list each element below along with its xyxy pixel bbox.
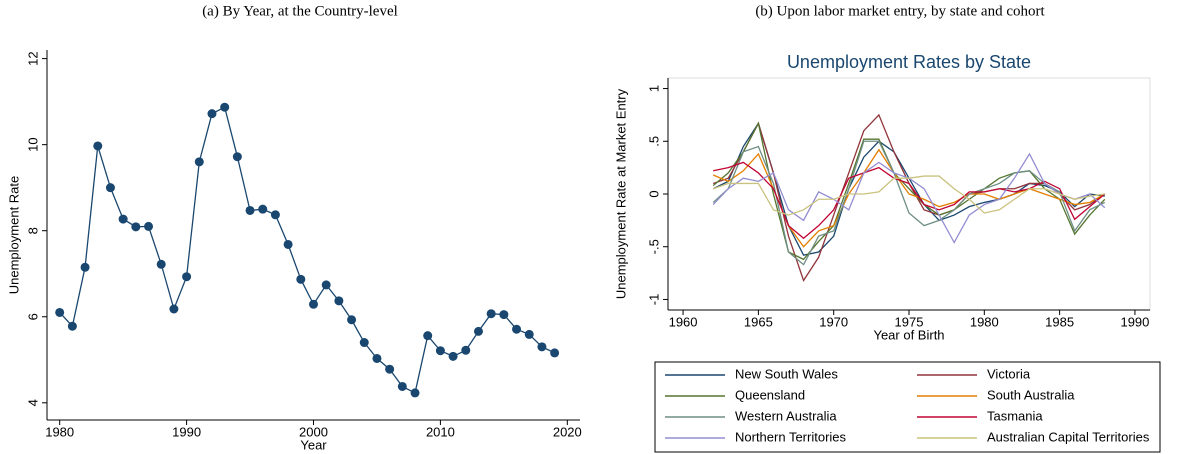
marker	[144, 221, 154, 231]
marker	[537, 342, 547, 352]
legend-label: Northern Territories	[735, 429, 847, 444]
marker	[334, 296, 344, 306]
legend-label: Tasmania	[987, 408, 1043, 423]
line	[59, 106, 555, 394]
marker	[67, 321, 77, 331]
legend-label: New South Wales	[735, 366, 838, 381]
x-tick-label: 2020	[553, 424, 582, 439]
legend-label: Western Australia	[735, 408, 837, 423]
marker	[169, 304, 179, 314]
marker	[182, 272, 192, 282]
marker	[207, 109, 217, 119]
marker	[55, 307, 65, 317]
marker	[512, 324, 522, 334]
y-tick-label: 10	[25, 137, 40, 151]
x-axis-label: Year of Birth	[873, 327, 944, 342]
marker	[448, 351, 458, 361]
marker	[410, 388, 420, 398]
marker	[258, 204, 268, 214]
line	[712, 140, 1106, 266]
marker	[423, 331, 433, 341]
marker	[309, 299, 318, 309]
y-axis-label: Unemployment Rate	[6, 176, 21, 295]
y-tick-label: 12	[25, 51, 40, 65]
y-tick-label: 4	[25, 399, 40, 406]
marker	[550, 348, 560, 358]
marker	[283, 239, 293, 249]
x-tick-label: 1960	[669, 314, 698, 329]
x-tick-label: 1970	[819, 314, 848, 329]
x-tick-label: 1990	[172, 424, 201, 439]
line	[712, 175, 1105, 216]
plot-frame	[47, 50, 580, 420]
marker	[524, 329, 534, 339]
chart-title: Unemployment Rates by State	[787, 52, 1031, 72]
marker	[372, 353, 382, 363]
x-tick-label: 2010	[426, 424, 455, 439]
line	[713, 161, 1106, 240]
marker	[232, 152, 242, 162]
legend-label: Queensland	[735, 387, 805, 402]
marker	[486, 309, 496, 319]
marker	[321, 280, 331, 290]
line	[712, 113, 1106, 282]
marker	[499, 310, 509, 320]
marker	[118, 214, 128, 224]
marker	[473, 326, 483, 336]
marker	[385, 364, 395, 374]
x-tick-label: 1965	[744, 314, 773, 329]
y-tick-label: 6	[25, 313, 40, 320]
marker	[461, 345, 471, 355]
marker	[93, 141, 103, 151]
legend-label: Victoria	[987, 366, 1031, 381]
y-tick-label: 1	[646, 85, 661, 92]
y-tick-label: .5	[646, 136, 661, 147]
marker	[296, 274, 306, 284]
marker	[245, 205, 255, 215]
x-tick-label: 1975	[895, 314, 924, 329]
y-axis-label: Unemployment Rate at Market Entry	[613, 88, 628, 299]
caption: (b) Upon labor market entry, by state an…	[755, 3, 1045, 19]
legend-box	[654, 361, 1161, 453]
x-tick-label: 1985	[1045, 314, 1074, 329]
legend-label: Australian Capital Territories	[987, 429, 1150, 444]
marker	[105, 183, 115, 193]
marker	[397, 381, 407, 391]
marker	[220, 102, 230, 112]
marker	[80, 262, 90, 272]
marker	[131, 222, 141, 232]
x-axis-label: Year	[300, 437, 327, 452]
y-tick-label: 0	[646, 190, 661, 197]
x-tick-label: 1990	[1120, 314, 1149, 329]
y-tick-label: -.5	[646, 239, 661, 254]
x-tick-label: 1980	[45, 424, 74, 439]
caption: (a) By Year, at the Country-level	[202, 3, 398, 19]
marker	[359, 338, 369, 348]
marker	[270, 210, 280, 220]
x-tick-label: 1980	[970, 314, 999, 329]
y-tick-label: -1	[646, 294, 661, 306]
line	[712, 148, 1106, 248]
line	[712, 121, 1106, 261]
marker	[435, 346, 445, 356]
marker	[156, 259, 166, 269]
y-tick-label: 8	[25, 227, 40, 234]
x-tick-label: 2000	[299, 424, 328, 439]
marker	[347, 315, 357, 325]
legend-label: South Australia	[987, 387, 1075, 402]
marker	[194, 157, 204, 167]
